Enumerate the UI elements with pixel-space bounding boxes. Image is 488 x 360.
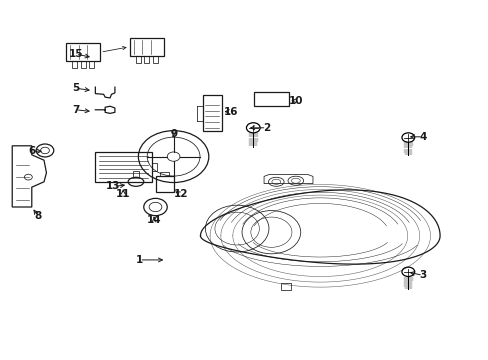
Text: 16: 16 bbox=[223, 107, 238, 117]
Text: 6: 6 bbox=[28, 146, 35, 156]
Bar bbox=[144, 56, 149, 63]
Text: 9: 9 bbox=[170, 129, 177, 139]
Bar bbox=[133, 171, 139, 177]
Text: 11: 11 bbox=[116, 189, 130, 199]
Bar bbox=[89, 61, 94, 68]
Bar bbox=[151, 163, 157, 171]
Text: 4: 4 bbox=[418, 132, 426, 142]
Text: 5: 5 bbox=[72, 83, 79, 93]
Bar bbox=[152, 56, 158, 63]
Text: 14: 14 bbox=[146, 215, 161, 225]
Text: 1: 1 bbox=[136, 255, 142, 265]
Bar bbox=[135, 56, 141, 63]
Bar bbox=[254, 92, 288, 106]
Text: 8: 8 bbox=[35, 211, 41, 221]
Bar bbox=[81, 61, 85, 68]
Text: 12: 12 bbox=[173, 189, 188, 199]
Text: 10: 10 bbox=[288, 96, 303, 106]
Bar bbox=[155, 176, 174, 192]
Bar bbox=[160, 172, 169, 176]
Text: 7: 7 bbox=[72, 105, 80, 115]
Text: 2: 2 bbox=[263, 123, 269, 133]
Bar bbox=[129, 38, 163, 56]
Text: 15: 15 bbox=[68, 49, 83, 59]
Bar bbox=[95, 152, 151, 182]
Bar bbox=[203, 95, 221, 131]
Bar bbox=[66, 43, 100, 61]
Bar bbox=[72, 61, 77, 68]
Text: 3: 3 bbox=[419, 270, 426, 280]
Text: 13: 13 bbox=[106, 181, 121, 192]
